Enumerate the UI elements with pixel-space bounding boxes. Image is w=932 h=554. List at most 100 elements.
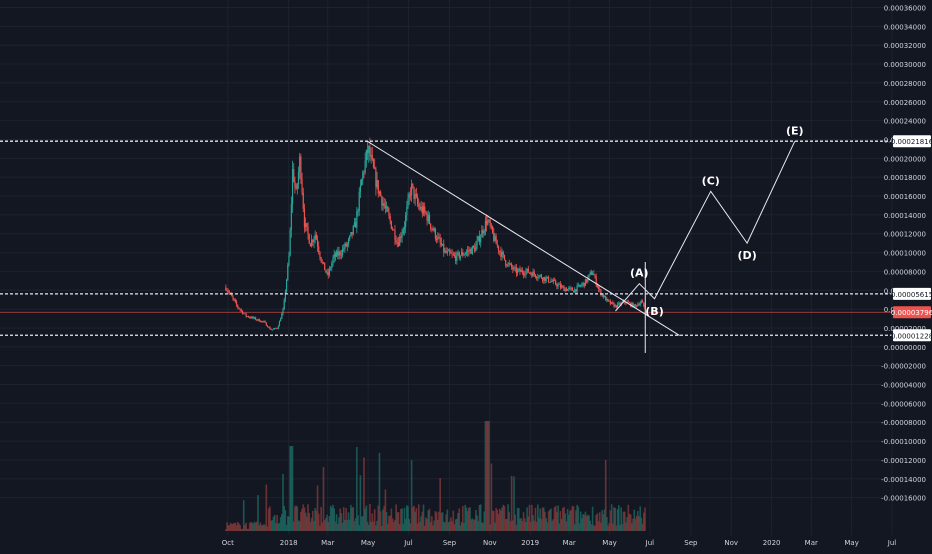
level-price-label: 0.00021816 <box>891 138 932 146</box>
candle-body <box>464 253 466 255</box>
candle-body <box>587 277 589 282</box>
volume-bar <box>365 505 368 531</box>
candle-body <box>437 236 439 240</box>
time-tick-label: 2020 <box>763 539 781 547</box>
candle-body <box>249 317 251 318</box>
candle-body <box>466 250 469 253</box>
candle-body <box>250 317 252 319</box>
volume-bar <box>600 522 602 531</box>
candle-body <box>615 305 618 308</box>
price-tick-label: 0.00026000 <box>884 99 926 107</box>
level-price-box[interactable] <box>893 135 931 148</box>
volume-bar <box>400 508 402 531</box>
volume-bar <box>481 522 483 531</box>
volume-bar <box>386 523 389 531</box>
volume-bar <box>416 523 419 531</box>
wave-label: (D) <box>738 249 757 262</box>
volume-bar <box>456 518 458 531</box>
candle-body <box>597 287 600 290</box>
volume-bar <box>620 507 622 531</box>
volume-bar <box>446 509 449 531</box>
volume-bar <box>441 512 444 531</box>
candle-body <box>246 316 248 317</box>
candle-body <box>436 238 438 240</box>
volume-bar <box>347 512 350 531</box>
elliott-wave-path[interactable] <box>615 141 796 312</box>
candle-body <box>263 321 265 323</box>
volume-bar <box>333 508 336 531</box>
volume-bar <box>626 517 628 531</box>
candle-body <box>321 261 323 263</box>
time-axis[interactable]: Oct 2018 Mar May Jul Sep Nov 2019 Mar May Jul Sep No… <box>222 539 896 547</box>
candle-body <box>380 191 382 197</box>
trendline[interactable] <box>367 140 680 336</box>
candle-body <box>531 273 533 277</box>
volume-bar <box>306 516 308 531</box>
level-price-box[interactable] <box>893 287 931 300</box>
volume-bar <box>575 510 577 531</box>
candle-body <box>472 246 475 248</box>
candle-body <box>374 167 376 169</box>
candle-body <box>630 302 632 307</box>
candle-body <box>425 211 427 214</box>
volume-bar <box>300 511 302 531</box>
volume-bar <box>269 506 271 531</box>
candle-body <box>576 285 578 292</box>
volume-bar <box>229 522 232 531</box>
candle-body <box>500 251 502 258</box>
volume-bar <box>257 495 259 531</box>
candle-body <box>476 240 478 246</box>
candle-body <box>296 184 298 189</box>
volume-bar <box>323 520 326 531</box>
volume-bar <box>540 519 543 531</box>
volume-bar <box>339 508 341 531</box>
volume-bar <box>589 520 592 531</box>
drawings[interactable]: (A) (B) (C) (D) (E) <box>0 124 892 353</box>
candle-body <box>495 236 497 245</box>
volume-bar <box>550 508 552 531</box>
candle-body <box>269 327 271 330</box>
candle-body <box>606 298 608 301</box>
candle-body <box>285 279 288 292</box>
candle-body <box>561 286 563 288</box>
volume-bar <box>551 521 553 531</box>
volume-bar <box>520 518 522 531</box>
time-tick-label: May <box>602 539 616 547</box>
candle-body <box>326 271 328 273</box>
volume-bar <box>539 508 542 531</box>
volume-bar <box>258 525 261 531</box>
volume-bar <box>625 522 627 531</box>
volume-bar <box>276 515 278 531</box>
volume-bar <box>352 506 355 531</box>
volume-bar <box>254 522 257 531</box>
level-price-box[interactable] <box>893 329 931 342</box>
candle-body <box>288 255 290 265</box>
volume-bar <box>454 519 457 531</box>
candle-body <box>243 313 245 315</box>
volume-bar <box>638 516 640 531</box>
candle-body <box>397 242 400 246</box>
volume-bar <box>235 525 238 531</box>
last-price-box[interactable] <box>893 306 931 319</box>
volume-bar <box>473 519 476 531</box>
price-axis[interactable]: 0.00036000 0.00034000 0.00032000 0.00030000… <box>881 5 932 503</box>
candle-body <box>491 226 494 233</box>
volume-bar <box>345 508 347 531</box>
candle-body <box>340 254 342 256</box>
candle-body <box>595 276 597 286</box>
volume-bar <box>597 521 600 531</box>
candle-body <box>613 303 615 307</box>
candle-body <box>428 214 431 224</box>
candle-body <box>528 272 531 274</box>
volume-bar <box>253 521 256 531</box>
candle-body <box>310 239 313 247</box>
volume-bar <box>296 506 299 531</box>
volume-bar <box>341 522 344 531</box>
candle-body <box>469 249 471 252</box>
candle-body <box>408 194 410 198</box>
volume-bar <box>226 522 228 531</box>
candle-body <box>552 280 554 282</box>
volume-bar <box>421 511 424 531</box>
